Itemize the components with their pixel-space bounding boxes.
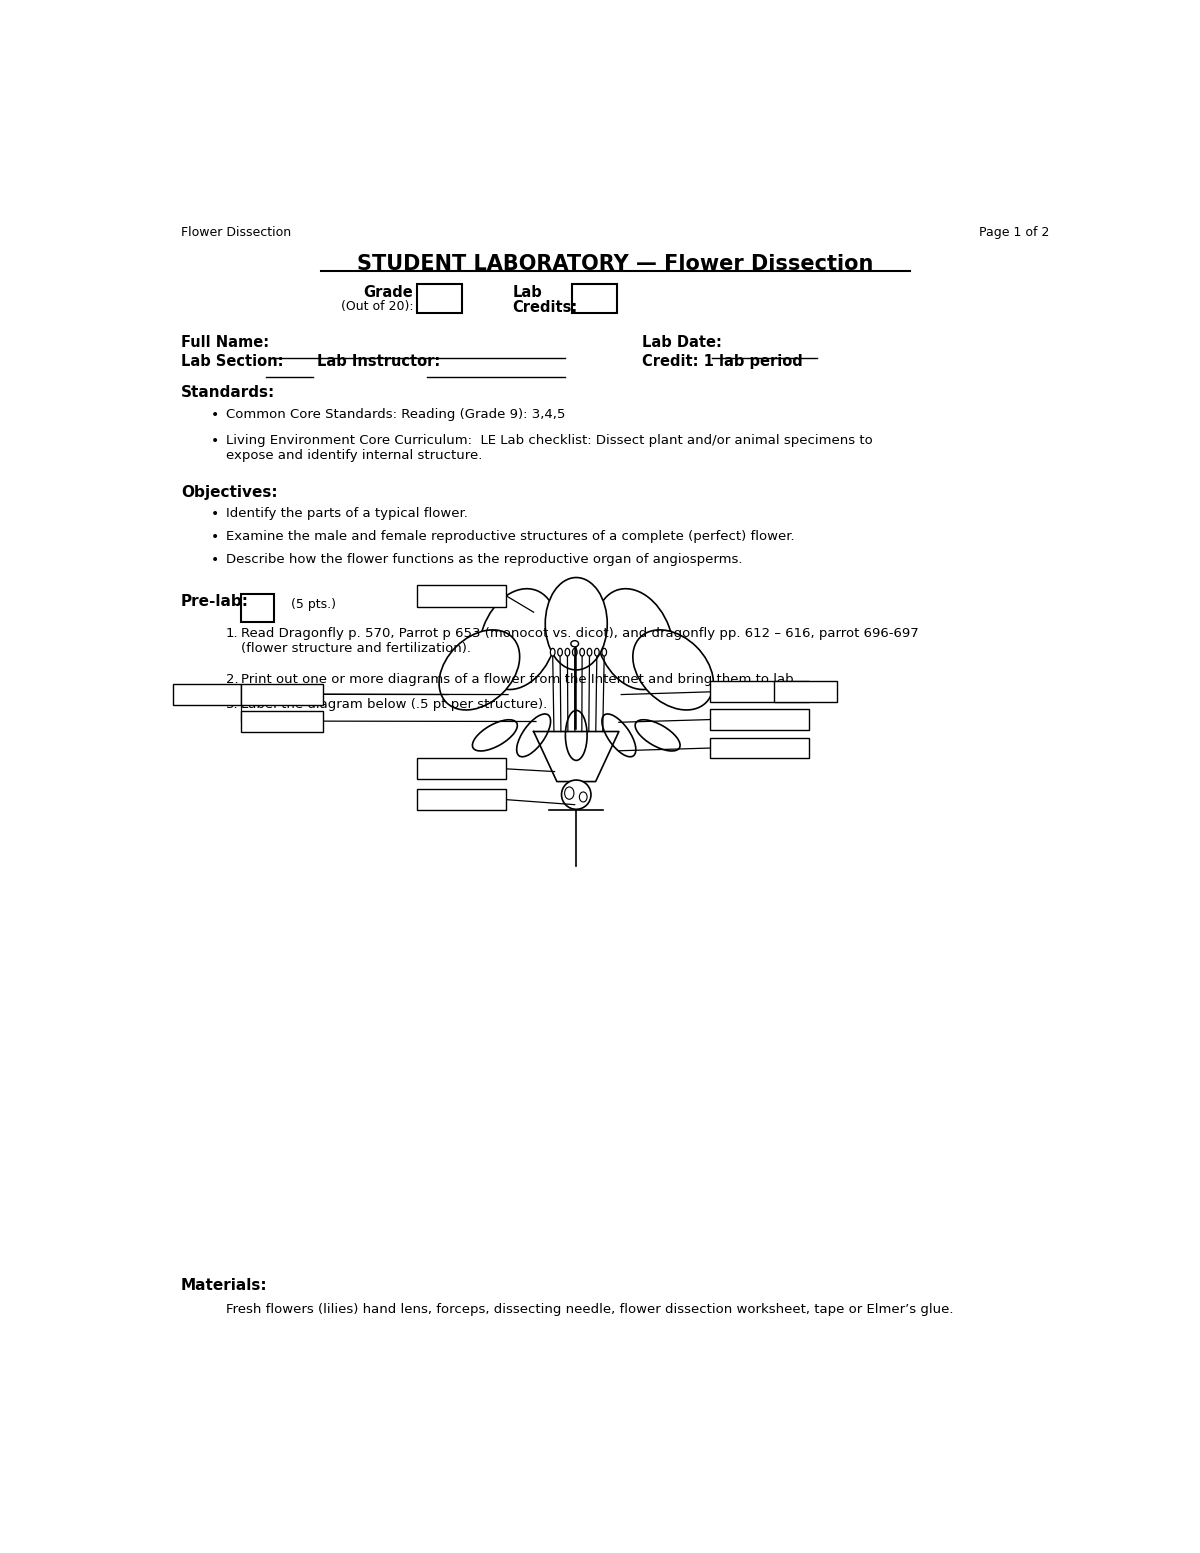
Bar xyxy=(774,682,838,702)
Bar xyxy=(418,758,506,780)
Ellipse shape xyxy=(595,589,673,690)
Text: •: • xyxy=(210,530,218,544)
Text: 2.: 2. xyxy=(226,672,239,686)
Bar xyxy=(241,595,274,623)
Ellipse shape xyxy=(632,631,714,710)
Text: Page 1 of 2: Page 1 of 2 xyxy=(979,227,1049,239)
Ellipse shape xyxy=(439,631,520,710)
Text: Living Environment Core Curriculum:  LE Lab checklist: Dissect plant and/or anim: Living Environment Core Curriculum: LE L… xyxy=(226,433,872,461)
Text: Grade: Grade xyxy=(364,284,414,300)
Ellipse shape xyxy=(580,648,584,655)
Text: Objectives:: Objectives: xyxy=(181,485,277,500)
Text: Flower Dissection: Flower Dissection xyxy=(181,227,292,239)
Ellipse shape xyxy=(580,792,587,801)
Bar xyxy=(709,682,809,702)
Text: Describe how the flower functions as the reproductive organ of angiosperms.: Describe how the flower functions as the… xyxy=(226,553,743,565)
Ellipse shape xyxy=(602,648,606,655)
Bar xyxy=(173,683,241,705)
Text: STUDENT LABORATORY — Flower Dissection: STUDENT LABORATORY — Flower Dissection xyxy=(356,255,874,275)
Text: Fresh flowers (lilies) hand lens, forceps, dissecting needle, flower dissection : Fresh flowers (lilies) hand lens, forcep… xyxy=(226,1303,954,1315)
Bar xyxy=(418,789,506,811)
Bar xyxy=(241,711,323,731)
Bar xyxy=(418,284,462,314)
Bar xyxy=(241,683,323,705)
Text: Label the diagram below (.5 pt per structure).: Label the diagram below (.5 pt per struc… xyxy=(241,699,547,711)
Ellipse shape xyxy=(479,589,557,690)
Text: Lab Section:: Lab Section: xyxy=(181,354,283,370)
Ellipse shape xyxy=(587,648,592,655)
Text: Full Name:: Full Name: xyxy=(181,335,269,349)
Ellipse shape xyxy=(571,641,578,646)
Text: Materials:: Materials: xyxy=(181,1278,268,1294)
Ellipse shape xyxy=(565,648,570,655)
Text: Lab: Lab xyxy=(512,284,542,300)
Ellipse shape xyxy=(594,648,599,655)
Text: Read Dragonfly p. 570, Parrot p 653 (monocot vs. dicot), and dragonfly pp. 612 –: Read Dragonfly p. 570, Parrot p 653 (mon… xyxy=(241,627,919,655)
Ellipse shape xyxy=(562,780,590,809)
Text: (Out of 20):: (Out of 20): xyxy=(341,300,414,312)
Bar xyxy=(709,738,809,758)
Ellipse shape xyxy=(545,578,607,669)
Text: Credits:: Credits: xyxy=(512,300,578,315)
Ellipse shape xyxy=(565,710,587,761)
Ellipse shape xyxy=(572,648,577,655)
Text: 3.: 3. xyxy=(226,699,239,711)
Bar xyxy=(709,710,809,730)
Text: Common Core Standards: Reading (Grade 9): 3,4,5: Common Core Standards: Reading (Grade 9)… xyxy=(226,408,565,421)
Text: Identify the parts of a typical flower.: Identify the parts of a typical flower. xyxy=(226,506,468,520)
Ellipse shape xyxy=(602,714,636,756)
Ellipse shape xyxy=(565,787,574,800)
Text: (5 pts.): (5 pts.) xyxy=(292,598,336,612)
Text: Standards:: Standards: xyxy=(181,385,275,401)
Ellipse shape xyxy=(517,714,551,756)
Text: •: • xyxy=(210,553,218,567)
Text: Lab Instructor:: Lab Instructor: xyxy=(317,354,440,370)
Ellipse shape xyxy=(635,719,680,752)
Ellipse shape xyxy=(551,648,556,655)
Text: •: • xyxy=(210,506,218,520)
Text: Lab Date:: Lab Date: xyxy=(642,335,722,349)
Text: 1.: 1. xyxy=(226,627,239,640)
Ellipse shape xyxy=(473,719,517,752)
Bar xyxy=(572,284,617,314)
Text: Print out one or more diagrams of a flower from the Internet and bring them to l: Print out one or more diagrams of a flow… xyxy=(241,672,798,686)
Text: •: • xyxy=(210,408,218,422)
Text: Credit: 1 lab period: Credit: 1 lab period xyxy=(642,354,803,370)
Text: Examine the male and female reproductive structures of a complete (perfect) flow: Examine the male and female reproductive… xyxy=(226,530,794,544)
Ellipse shape xyxy=(558,648,563,655)
Text: •: • xyxy=(210,433,218,447)
Text: Pre-lab:: Pre-lab: xyxy=(181,595,250,609)
Bar xyxy=(418,585,506,607)
